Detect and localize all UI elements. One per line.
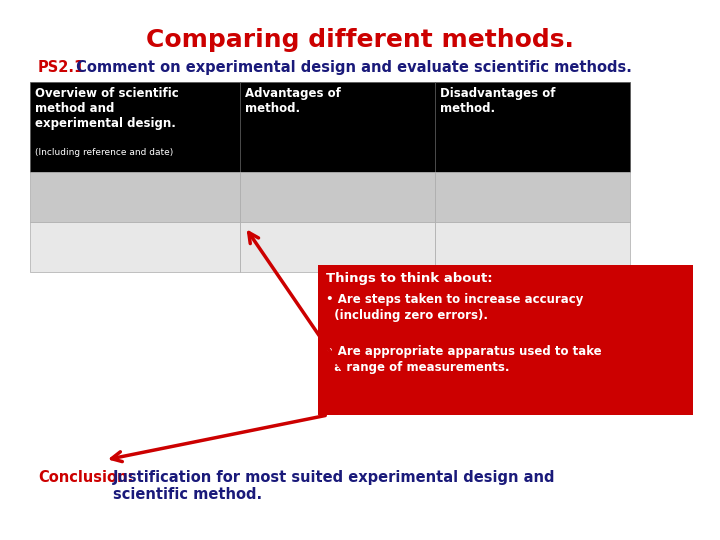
Bar xyxy=(30,222,240,272)
Text: Disadvantages of
method.: Disadvantages of method. xyxy=(440,87,556,115)
Bar xyxy=(435,222,630,272)
Text: Advantages of
method.: Advantages of method. xyxy=(245,87,341,115)
Text: • Are steps taken to increase accuracy
  (including zero errors).: • Are steps taken to increase accuracy (… xyxy=(326,293,583,322)
Text: Comparing different methods.: Comparing different methods. xyxy=(146,28,574,52)
Bar xyxy=(318,265,693,415)
Text: • Are appropriate apparatus used to take
  a range of measurements.: • Are appropriate apparatus used to take… xyxy=(326,345,602,374)
Text: Conclusion:: Conclusion: xyxy=(38,470,133,485)
Bar xyxy=(30,82,240,172)
Bar xyxy=(30,172,240,222)
Text: Things to think about:: Things to think about: xyxy=(326,272,492,285)
Text: Overview of scientific
method and
experimental design.: Overview of scientific method and experi… xyxy=(35,87,179,130)
Bar xyxy=(240,172,435,222)
Bar xyxy=(240,222,435,272)
Text: Justification for most suited experimental design and
scientific method.: Justification for most suited experiment… xyxy=(113,470,556,502)
Text: Comment on experimental design and evaluate scientific methods.: Comment on experimental design and evalu… xyxy=(71,60,632,75)
Text: (Including reference and date): (Including reference and date) xyxy=(35,148,174,157)
Bar xyxy=(435,172,630,222)
Text: PS2.1: PS2.1 xyxy=(38,60,85,75)
Bar xyxy=(240,82,435,172)
Bar xyxy=(435,82,630,172)
